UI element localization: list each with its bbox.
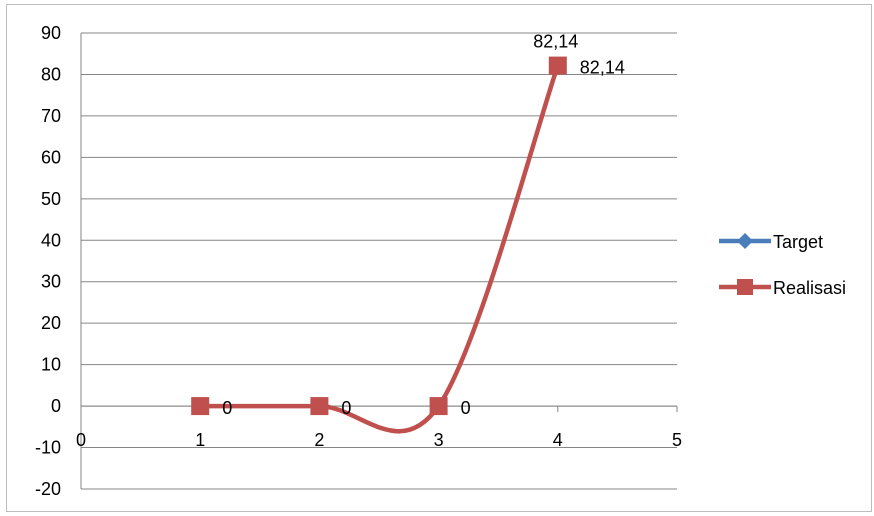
y-tick-label: 60	[41, 147, 61, 167]
gridlines	[81, 32, 677, 490]
legend-label: Target	[773, 232, 823, 252]
data-label: 82,14	[580, 58, 625, 78]
y-tick-label: 30	[41, 272, 61, 292]
data-point	[191, 397, 210, 416]
y-tick-label: 90	[41, 23, 61, 43]
y-tick-label: 20	[41, 313, 61, 333]
series	[191, 56, 567, 434]
series-line-realisasi	[200, 64, 560, 434]
data-label: 0	[222, 398, 232, 418]
legend-item-realisasi: Realisasi	[719, 278, 846, 298]
data-point	[429, 397, 448, 416]
legend-label: Realisasi	[773, 278, 846, 298]
y-tick-label: 50	[41, 189, 61, 209]
x-tick-label: 0	[76, 430, 86, 450]
y-tick-label: 70	[41, 106, 61, 126]
legend-diamond-icon	[737, 233, 753, 249]
data-label: 0	[461, 398, 471, 418]
data-label-extra: 82,14	[533, 32, 578, 52]
x-tick-label: 2	[314, 430, 324, 450]
x-tick-label: 5	[672, 430, 682, 450]
y-tick-label: -10	[35, 438, 61, 458]
x-tick-label: 1	[195, 430, 205, 450]
axes	[80, 33, 678, 489]
data-point	[310, 397, 329, 416]
data-label: 0	[341, 398, 351, 418]
legend-item-target: Target	[719, 232, 823, 252]
x-tick-label: 3	[434, 430, 444, 450]
legend-square-icon	[737, 279, 753, 295]
y-tick-label: 0	[51, 396, 61, 416]
y-tick-label: 40	[41, 230, 61, 250]
y-tick-label: -20	[35, 479, 61, 499]
x-tick-labels: 0 1 2 3 4 5	[76, 430, 682, 450]
y-tick-label: 10	[41, 355, 61, 375]
x-tick-label: 4	[553, 430, 563, 450]
data-point	[548, 56, 567, 75]
legend: Target Realisasi	[719, 232, 846, 298]
y-tick-labels: 90 80 70 60 50 40 30 20 10 0 -10 -20	[35, 23, 61, 499]
y-tick-label: 80	[41, 64, 61, 84]
